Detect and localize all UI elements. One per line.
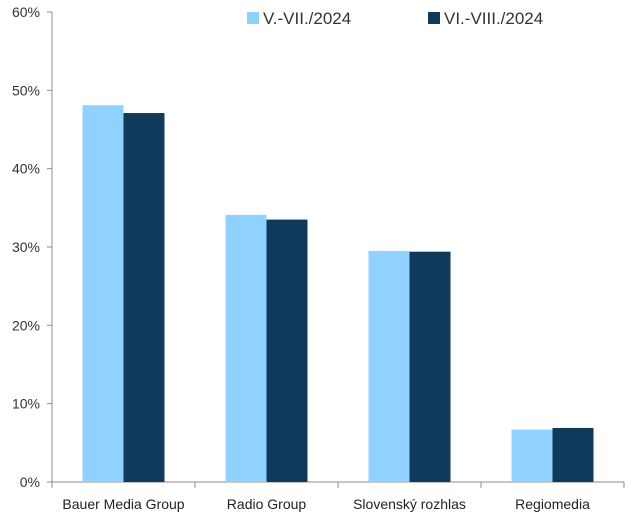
bar-vi-viii-3	[552, 427, 594, 482]
y-tick-label: 10%	[12, 396, 40, 412]
legend: V.-VII./2024 VI.-VIII./2024	[247, 9, 543, 28]
y-tick-label: 30%	[12, 239, 40, 255]
legend-swatch	[247, 12, 259, 24]
y-tick-label: 60%	[12, 4, 40, 20]
y-tick-label: 40%	[12, 161, 40, 177]
bar-v-vii-1	[225, 214, 267, 482]
legend-label: VI.-VIII./2024	[444, 9, 543, 28]
x-axis: Bauer Media Group Radio Group Slovenský ro…	[51, 481, 625, 512]
bar-vi-viii-0	[123, 113, 165, 483]
bar-vi-viii-2	[409, 251, 451, 482]
bar-vi-viii-1	[266, 219, 308, 483]
x-tick-label: Regiomedia	[515, 496, 590, 512]
y-tick-label: 50%	[12, 82, 40, 98]
y-tick-label: 0%	[20, 474, 40, 490]
bars	[82, 105, 594, 483]
bar-v-vii-3	[511, 429, 553, 482]
bar-v-vii-2	[368, 250, 410, 482]
y-tick-label: 20%	[12, 317, 40, 333]
legend-swatch	[428, 12, 440, 24]
y-axis: 0% 10% 20% 30% 40% 50% 60%	[12, 4, 53, 490]
legend-label: V.-VII./2024	[263, 9, 351, 28]
x-tick-label: Bauer Media Group	[62, 496, 184, 512]
x-tick-label: Radio Group	[227, 496, 307, 512]
x-tick-label: Slovenský rozhlas	[353, 496, 466, 512]
bar-v-vii-0	[82, 105, 124, 482]
